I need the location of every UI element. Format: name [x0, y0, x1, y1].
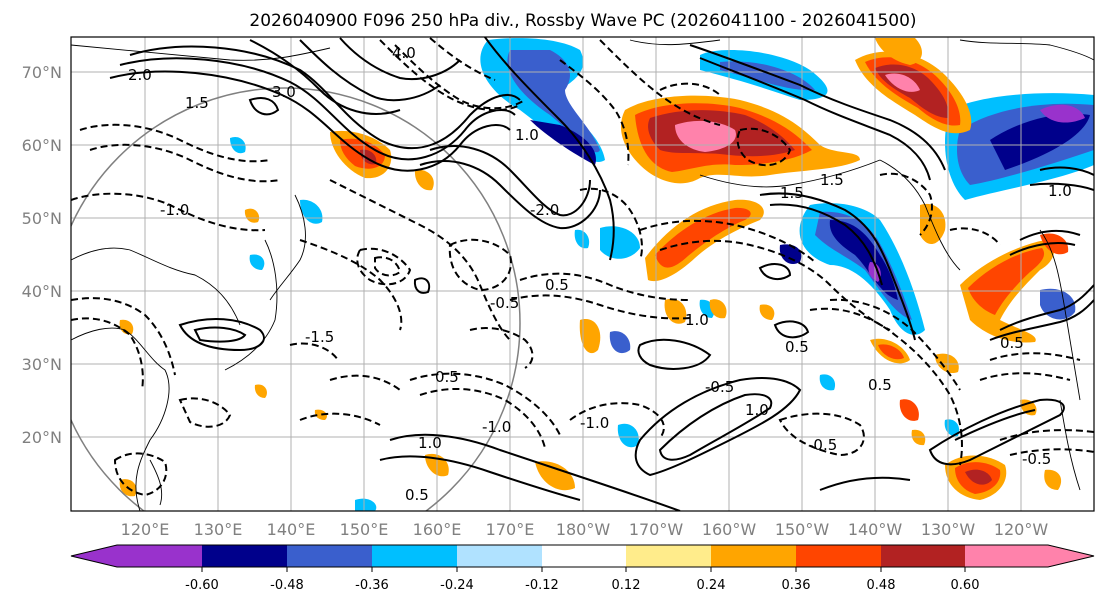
colorbar-bin: [287, 545, 372, 567]
colorbar-tick-label: 0.36: [782, 578, 811, 593]
lat-label: 20°N: [22, 428, 62, 447]
contour-label: 1.5: [780, 184, 804, 202]
colorbar-bin: [965, 545, 1048, 567]
contour-label: 0.5: [435, 368, 459, 386]
colorbar-outline: [70, 544, 1095, 568]
contour-label: 3.0: [272, 83, 296, 101]
contour-label: -1.0: [160, 201, 189, 219]
lon-label: 170°W: [629, 520, 684, 539]
contour-label: 1.5: [185, 94, 209, 112]
lat-label: 70°N: [22, 63, 62, 82]
lat-label: 40°N: [22, 282, 62, 301]
contour-label: -0.5: [808, 436, 837, 454]
colorbar-bin: [117, 545, 202, 567]
colorbar-bin: [796, 545, 881, 567]
colorbar-bin: [202, 545, 287, 567]
contour-label: -0.5: [490, 294, 519, 312]
colorbar-bin: [711, 545, 796, 567]
colorbar-bin: [372, 545, 457, 567]
contour-label: 0.5: [785, 338, 809, 356]
contour-label: 1.0: [515, 126, 539, 144]
latitude-labels: 70°N 60°N 50°N 40°N 30°N 20°N: [22, 63, 62, 447]
colorbar-extend-max: [1048, 545, 1094, 567]
colorbar-tick-label: 0.24: [697, 578, 726, 593]
colorbar: -0.60 -0.48 -0.36 -0.24 -0.12 0.12 0.24 …: [70, 544, 1095, 593]
lon-label: 160°W: [702, 520, 757, 539]
contour-label: 2.0: [128, 66, 152, 84]
colorbar-tick-label: -0.48: [270, 578, 304, 593]
lon-label: 160°E: [413, 520, 462, 539]
contour-label: -1.5: [305, 328, 334, 346]
lon-label: 130°E: [194, 520, 243, 539]
lat-label: 60°N: [22, 136, 62, 155]
colorbar-tick-label: -0.24: [440, 578, 474, 593]
colorbar-tick-label: 0.12: [612, 578, 641, 593]
lon-label: 180°W: [556, 520, 611, 539]
lon-label: 120°W: [994, 520, 1049, 539]
colorbar-tick-label: 0.60: [951, 578, 980, 593]
colorbar-bin: [881, 545, 965, 567]
lat-label: 50°N: [22, 209, 62, 228]
contour-label: 0.5: [868, 376, 892, 394]
longitude-labels: 120°E 130°E 140°E 150°E 160°E 170°E 180°…: [121, 520, 1049, 539]
contour-label: 4.0: [392, 44, 416, 62]
colorbar-bin: [542, 545, 626, 567]
lon-label: 130°W: [921, 520, 976, 539]
contour-label: 0.5: [545, 276, 569, 294]
map-panel: 3.0 2.0 1.5 4.0 1.0 0.5 -0.5 -1.0 -1.5 -…: [70, 36, 1095, 512]
lon-label: 150°E: [340, 520, 389, 539]
contour-label: 1.0: [685, 311, 709, 329]
colorbar-tick-label: -0.36: [355, 578, 389, 593]
map-frame: [70, 36, 1095, 512]
colorbar-extend-min: [71, 545, 117, 567]
contour-label: -1.0: [580, 414, 609, 432]
contour-label: 1.0: [1048, 182, 1072, 200]
contour-label: 0.5: [405, 486, 429, 504]
contours: [71, 37, 1094, 511]
colorbar-tick-label: 0.48: [867, 578, 896, 593]
lon-label: 140°W: [848, 520, 903, 539]
lat-label: 30°N: [22, 355, 62, 374]
contour-label: 1.0: [745, 401, 769, 419]
colorbar-bin: [457, 545, 542, 567]
lon-label: 150°W: [775, 520, 830, 539]
coastlines: [71, 39, 1094, 511]
contour-label: -0.5: [1022, 450, 1051, 468]
contour-label: -0.5: [705, 378, 734, 396]
contour-label: 1.0: [418, 434, 442, 452]
contour-label: -1.0: [482, 418, 511, 436]
lon-label: 170°E: [486, 520, 535, 539]
colorbar-tick-label: -0.60: [185, 578, 219, 593]
lon-label: 120°E: [121, 520, 170, 539]
contour-labels: 3.0 2.0 1.5 4.0 1.0 0.5 -0.5 -1.0 -1.5 -…: [128, 44, 1072, 504]
figure-title: 2026040900 F096 250 hPa div., Rossby Wav…: [249, 11, 916, 31]
reference-circle: [71, 87, 521, 511]
lon-label: 140°E: [267, 520, 316, 539]
contour-label: 1.5: [820, 171, 844, 189]
graticule: [71, 37, 1094, 511]
colorbar-bin: [626, 545, 711, 567]
colorbar-tick-label: -0.12: [525, 578, 559, 593]
contour-label: 0.5: [1000, 334, 1024, 352]
contour-label: -2.0: [530, 201, 559, 219]
